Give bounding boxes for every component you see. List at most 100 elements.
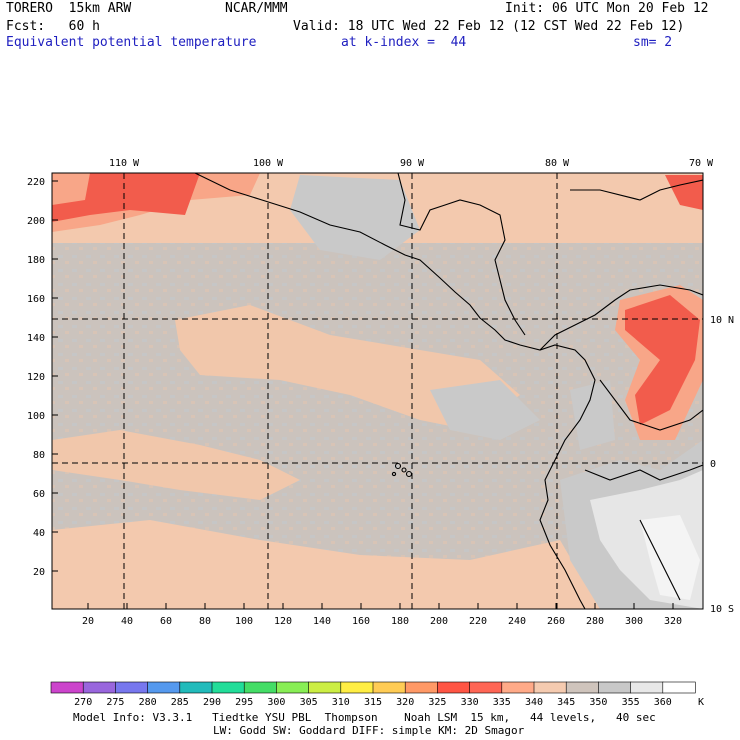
legend-value-label: 285: [171, 697, 189, 708]
legend-value-label: 360: [654, 697, 672, 708]
legend-swatch: [630, 681, 664, 694]
legend-swatch: [662, 681, 696, 694]
legend-value-label: 340: [525, 697, 543, 708]
legend-swatch: [243, 681, 277, 694]
lat-label: 10 N: [710, 315, 734, 326]
y-tick-label: 200: [27, 216, 45, 227]
legend-swatch: [179, 681, 213, 694]
legend-value-label: 350: [589, 697, 607, 708]
y-tick-label: 40: [33, 528, 45, 539]
graticule: [52, 173, 703, 609]
lon-label: 80 W: [545, 158, 570, 169]
lon-label: 90 W: [400, 158, 425, 169]
legend-swatch: [147, 681, 181, 694]
field-band-south: [52, 520, 600, 609]
field-hot-nw: [52, 173, 200, 222]
legend-value-label: 275: [106, 697, 124, 708]
color-legend: [50, 681, 696, 694]
legend-value-label: 270: [74, 697, 92, 708]
valid-time: Valid: 18 UTC Wed 22 Feb 12 (12 CST Wed …: [293, 19, 685, 34]
lon-label: 110 W: [109, 158, 140, 169]
field-name: Equivalent potential temperature: [6, 35, 257, 50]
init-time: Init: 06 UTC Mon 20 Feb 12: [505, 1, 709, 16]
legend-value-label: 325: [428, 697, 446, 708]
legend-value-label: 310: [332, 697, 350, 708]
x-tick-label: 260: [547, 616, 565, 627]
model-info: Model Info: V3.3.1 Tiedtke YSU PBL Thomp…: [73, 711, 656, 724]
x-tick-labels: 20 40 60 80 100 120 140 160 180 200 220 …: [82, 616, 682, 627]
legend-swatch: [469, 681, 503, 694]
legend-swatch: [533, 681, 567, 694]
legend-swatch: [211, 681, 245, 694]
legend-value-label: 315: [364, 697, 382, 708]
legend-value-label: 345: [557, 697, 575, 708]
legend-value-label: 335: [493, 697, 511, 708]
forecast-hour: Fcst: 60 h: [6, 19, 100, 34]
x-tick-label: 20: [82, 616, 94, 627]
x-tick-label: 200: [430, 616, 448, 627]
x-tick-label: 40: [121, 616, 133, 627]
legend-swatch: [404, 681, 439, 694]
legend-swatch: [598, 681, 632, 694]
legend-swatch: [372, 681, 406, 694]
shaded-field: [52, 173, 703, 609]
legend-swatch: [115, 681, 149, 694]
lon-label: 70 W: [689, 158, 714, 169]
legend-swatch: [501, 681, 535, 694]
x-tick-label: 120: [274, 616, 292, 627]
field-warm-tongue: [175, 305, 520, 430]
legend-value-label: 300: [267, 697, 285, 708]
x-tick-label: 160: [352, 616, 370, 627]
legend-swatch: [565, 681, 600, 694]
legend-swatch: [340, 681, 374, 694]
legend-value-label: 330: [461, 697, 479, 708]
field-hot-ne: [625, 295, 700, 425]
legend-swatch: [82, 681, 116, 694]
x-tick-label: 180: [391, 616, 409, 627]
y-tick-label: 120: [27, 372, 45, 383]
x-tick-label: 240: [508, 616, 526, 627]
legend-unit: K: [698, 697, 704, 708]
model-title: TORERO 15km ARW: [6, 1, 132, 16]
y-tick-label: 140: [27, 333, 45, 344]
legend-value-label: 290: [203, 697, 221, 708]
y-tick-label: 20: [33, 567, 45, 578]
x-tick-label: 280: [586, 616, 604, 627]
y-tick-label: 60: [33, 489, 45, 500]
y-tick-label: 180: [27, 255, 45, 266]
physics-info: LW: Godd SW: Goddard DIFF: simple KM: 2D…: [213, 724, 525, 737]
lat-label: 0: [710, 459, 716, 470]
legend-swatch: [437, 681, 471, 694]
x-tick-label: 80: [199, 616, 211, 627]
legend-value-label: 355: [622, 697, 640, 708]
x-tick-label: 140: [313, 616, 331, 627]
lon-label: 100 W: [253, 158, 284, 169]
x-tick-label: 100: [235, 616, 253, 627]
tick-marks: [52, 180, 674, 609]
x-tick-label: 60: [160, 616, 172, 627]
latitude-labels: 10 N 0 10 S: [710, 315, 734, 615]
legend-value-label: 305: [300, 697, 318, 708]
y-tick-label: 100: [27, 411, 45, 422]
legend-value-label: 295: [235, 697, 253, 708]
lat-label: 10 S: [710, 604, 734, 615]
y-tick-label: 160: [27, 294, 45, 305]
legend-swatch: [50, 681, 84, 694]
map-frame: [51, 172, 704, 610]
y-tick-labels: 20 40 60 80 100 120 140 160 180 200 220: [27, 177, 45, 578]
legend-value-label: 280: [139, 697, 157, 708]
y-tick-label: 220: [27, 177, 45, 188]
x-tick-label: 220: [469, 616, 487, 627]
level-index: at k-index = 44: [341, 35, 467, 50]
color-legend-labels: 270 275 280 285 290 295 300 305 310 315 320 325 330 3…: [74, 697, 672, 708]
x-tick-label: 320: [664, 616, 682, 627]
longitude-labels: 110 W 100 W 90 W 80 W 70 W: [109, 158, 714, 169]
y-tick-label: 80: [33, 450, 45, 461]
legend-value-label: 320: [396, 697, 414, 708]
legend-swatch: [276, 681, 310, 694]
smoothing: sm= 2: [633, 35, 673, 50]
legend-swatch: [308, 681, 342, 694]
organization: NCAR/MMM: [225, 1, 288, 16]
x-tick-label: 300: [625, 616, 643, 627]
